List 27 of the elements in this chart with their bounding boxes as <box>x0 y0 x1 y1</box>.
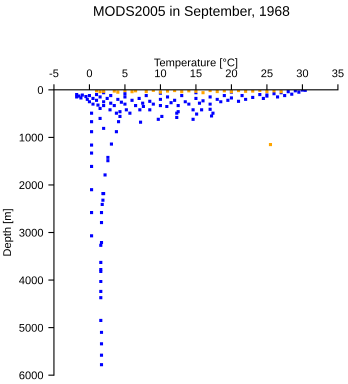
point <box>144 90 148 94</box>
point <box>201 91 205 94</box>
chart-title: MODS2005 in September, 1968 <box>94 6 290 19</box>
y-tick-label: 3000 <box>19 228 44 237</box>
point <box>180 90 184 94</box>
x-tick-label: 25 <box>261 69 273 78</box>
point <box>116 90 120 94</box>
x-tick-label: 10 <box>155 69 166 78</box>
x-tick-label: 30 <box>296 69 308 78</box>
x-tick-label: 5 <box>122 69 128 78</box>
y-tick-label: 2000 <box>19 181 44 190</box>
x-tick-label: 35 <box>332 69 344 78</box>
x-tick-label: 0 <box>86 69 92 78</box>
point <box>130 90 134 94</box>
x-tick-label: 20 <box>226 69 238 78</box>
point <box>98 90 102 94</box>
y-tick-label: 1000 <box>20 134 44 142</box>
y-tick-label: 4000 <box>19 276 44 284</box>
x-tick-label: -5 <box>49 69 58 78</box>
y-tick-label: 0 <box>38 86 44 94</box>
x-axis-title: Temperature [°C] <box>154 58 238 69</box>
point <box>216 90 219 94</box>
point <box>268 142 272 146</box>
y-tick-label: 5000 <box>19 324 44 332</box>
x-tick-label: 15 <box>190 69 202 78</box>
y-axis-title: Depth [m] <box>2 209 14 256</box>
y-tick-label: 6000 <box>19 371 44 380</box>
